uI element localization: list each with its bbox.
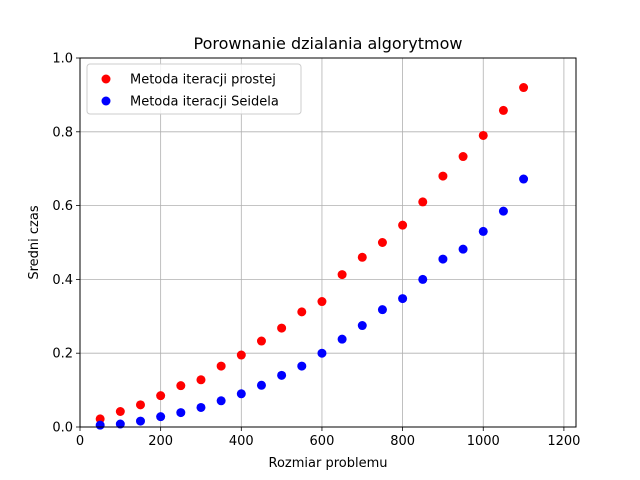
data-point-series-2: [236, 389, 246, 399]
data-point-series-1: [377, 238, 387, 247]
data-point-series-1: [176, 381, 186, 391]
data-point-series-2: [377, 305, 387, 315]
x-tick-label: 1000: [467, 434, 500, 449]
y-tick-label: 0.2: [52, 347, 73, 362]
x-tick-label: 600: [310, 434, 335, 449]
data-point-series-2: [458, 244, 468, 254]
data-point-series-1: [438, 171, 448, 181]
data-point-series-1: [95, 414, 105, 424]
data-point-series-1: [418, 197, 428, 207]
data-point-series-2: [256, 380, 266, 390]
x-tick-label: 0: [76, 434, 84, 449]
data-point-series-1: [317, 297, 327, 307]
data-point-series-1: [337, 270, 347, 280]
data-point-series-2: [95, 420, 105, 430]
data-point-series-1: [256, 336, 266, 346]
data-point-series-2: [519, 174, 529, 184]
y-tick-label: 0.4: [52, 273, 73, 288]
y-axis-label: Sredni czas: [27, 205, 42, 279]
data-point-series-2: [297, 361, 307, 371]
data-point-series-1: [478, 130, 488, 140]
legend: Metoda iteracji prostej Metoda iteracji S…: [86, 63, 302, 115]
chart-title: Porownanie dzialania algorytmow: [194, 34, 463, 53]
data-point-series-2: [418, 274, 428, 284]
data-point-series-2: [277, 370, 287, 380]
data-point-series-1: [498, 105, 508, 115]
data-point-series-1: [156, 391, 166, 401]
data-point-series-1: [216, 361, 226, 371]
data-point-series-2: [357, 321, 367, 331]
data-point-series-2: [196, 402, 206, 412]
y-tick-label: 0.0: [52, 421, 73, 436]
data-point-series-2: [317, 348, 327, 358]
data-point-series-1: [519, 83, 529, 93]
y-tick-label: 0.8: [52, 125, 73, 140]
legend-marker: [101, 74, 111, 84]
data-point-series-2: [498, 206, 508, 216]
data-point-series-1: [398, 220, 408, 230]
legend-marker: [101, 96, 111, 106]
legend-box: [86, 63, 302, 115]
data-point-series-1: [277, 323, 287, 333]
y-tick-label: 1.0: [52, 52, 73, 67]
data-point-series-2: [135, 416, 145, 426]
data-point-series-2: [398, 294, 408, 304]
data-point-series-1: [357, 252, 367, 262]
data-point-series-1: [297, 307, 307, 317]
data-point-series-1: [115, 407, 125, 417]
data-point-series-2: [115, 419, 125, 429]
x-tick-label: 200: [148, 434, 173, 449]
x-tick-label: 400: [229, 434, 254, 449]
data-point-series-1: [458, 152, 468, 162]
data-point-series-1: [196, 375, 206, 385]
data-point-series-2: [438, 254, 448, 264]
axis-ticks: 0 200 400 600 800 1000 1200 0.0 0.2 0.4 0.6 0.8 1.0: [52, 52, 580, 450]
data-point-series-2: [176, 408, 186, 418]
data-point-series-2: [478, 226, 488, 236]
x-tick-label: 1200: [547, 434, 580, 449]
data-point-series-1: [236, 350, 246, 360]
x-tick-label: 800: [390, 434, 415, 449]
plot-frame: [79, 57, 577, 428]
data-point-series-2: [337, 334, 347, 344]
legend-label: Metoda iteracji Seidela: [130, 95, 279, 110]
x-axis-label: Rozmiar problemu: [269, 456, 388, 471]
data-point-series-2: [216, 396, 226, 406]
y-tick-label: 0.6: [52, 199, 73, 214]
data-point-series-1: [135, 400, 145, 410]
data-points: [95, 83, 529, 430]
legend-label: Metoda iteracji prostej: [130, 73, 276, 88]
data-point-series-2: [156, 412, 166, 422]
